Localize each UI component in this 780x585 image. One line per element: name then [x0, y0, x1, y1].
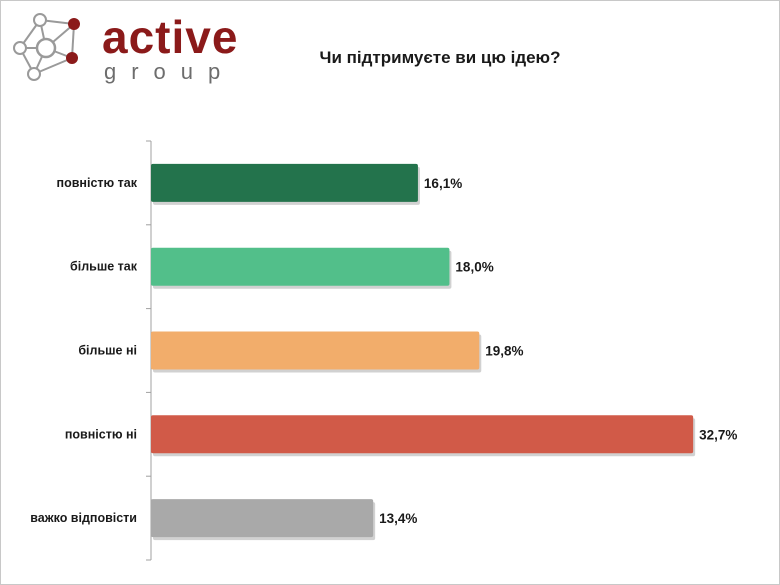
network-logo-icon: [13, 13, 80, 81]
category-label: більше так: [70, 260, 138, 274]
chart-title: Чи підтримуєте ви цю ідею?: [319, 48, 561, 67]
logo-wordmark: active: [102, 11, 239, 63]
active-group-logo: active group: [6, 8, 239, 88]
category-label: повністю так: [57, 176, 138, 190]
value-label: 13,4%: [379, 511, 417, 526]
value-label: 32,7%: [699, 427, 737, 442]
value-label: 18,0%: [455, 260, 493, 275]
category-label: більше ні: [78, 344, 137, 358]
category-label: повністю ні: [65, 427, 137, 441]
logo-subtitle: group: [104, 59, 236, 84]
bar-2: [151, 247, 450, 286]
value-label: 19,8%: [485, 344, 523, 359]
bar-1: [151, 163, 418, 202]
value-label: 16,1%: [424, 176, 462, 191]
category-label: важко відповісти: [30, 511, 137, 525]
bar-4: [151, 415, 694, 454]
bar-5: [151, 499, 374, 538]
bar-3: [151, 331, 480, 370]
